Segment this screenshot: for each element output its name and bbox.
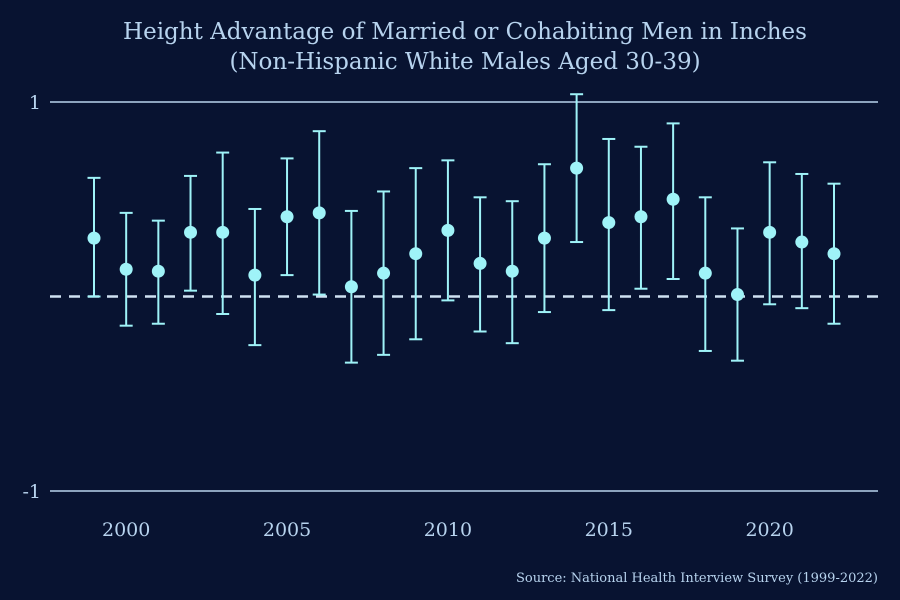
data-point-1999 [87, 231, 101, 245]
data-point-2014 [570, 161, 584, 175]
x-tick-label-2: 2010 [424, 519, 472, 541]
data-point-2012 [505, 264, 519, 278]
data-point-2006 [312, 206, 326, 220]
data-point-2021 [795, 235, 809, 249]
y-tick-layer: -1 1 [22, 92, 41, 503]
chart-title-line-1: Height Advantage of Married or Cohabitin… [123, 19, 807, 45]
data-point-2016 [634, 210, 648, 224]
x-tick-label-3: 2015 [585, 519, 633, 541]
data-point-2009 [409, 247, 423, 261]
data-point-2019 [730, 288, 744, 302]
data-point-2018 [698, 266, 712, 280]
data-point-2015 [602, 216, 616, 230]
y-tick-label-0: -1 [22, 481, 41, 503]
y-tick-label-1: 1 [29, 92, 41, 114]
data-point-2004 [248, 268, 262, 282]
chart-title-line-2: (Non-Hispanic White Males Aged 30-39) [229, 49, 700, 75]
x-tick-label-4: 2020 [745, 519, 793, 541]
x-tick-label-0: 2000 [102, 519, 150, 541]
data-point-2013 [537, 231, 551, 245]
data-point-2011 [473, 256, 487, 270]
grid-layer [50, 101, 878, 492]
point-layer [87, 161, 841, 302]
x-tick-label-1: 2005 [263, 519, 311, 541]
data-point-2007 [344, 280, 358, 294]
data-point-2008 [377, 266, 391, 280]
data-point-2001 [151, 264, 165, 278]
x-tick-layer: 2000 2005 2010 2015 2020 [102, 519, 794, 541]
data-point-2010 [441, 223, 455, 237]
data-point-2000 [119, 262, 133, 276]
source-caption: Source: National Health Interview Survey… [516, 571, 878, 586]
data-point-2003 [216, 225, 230, 239]
data-point-2022 [827, 247, 841, 261]
data-point-2005 [280, 210, 294, 224]
data-point-2020 [763, 225, 777, 239]
data-point-2017 [666, 192, 680, 206]
data-point-2002 [184, 225, 198, 239]
